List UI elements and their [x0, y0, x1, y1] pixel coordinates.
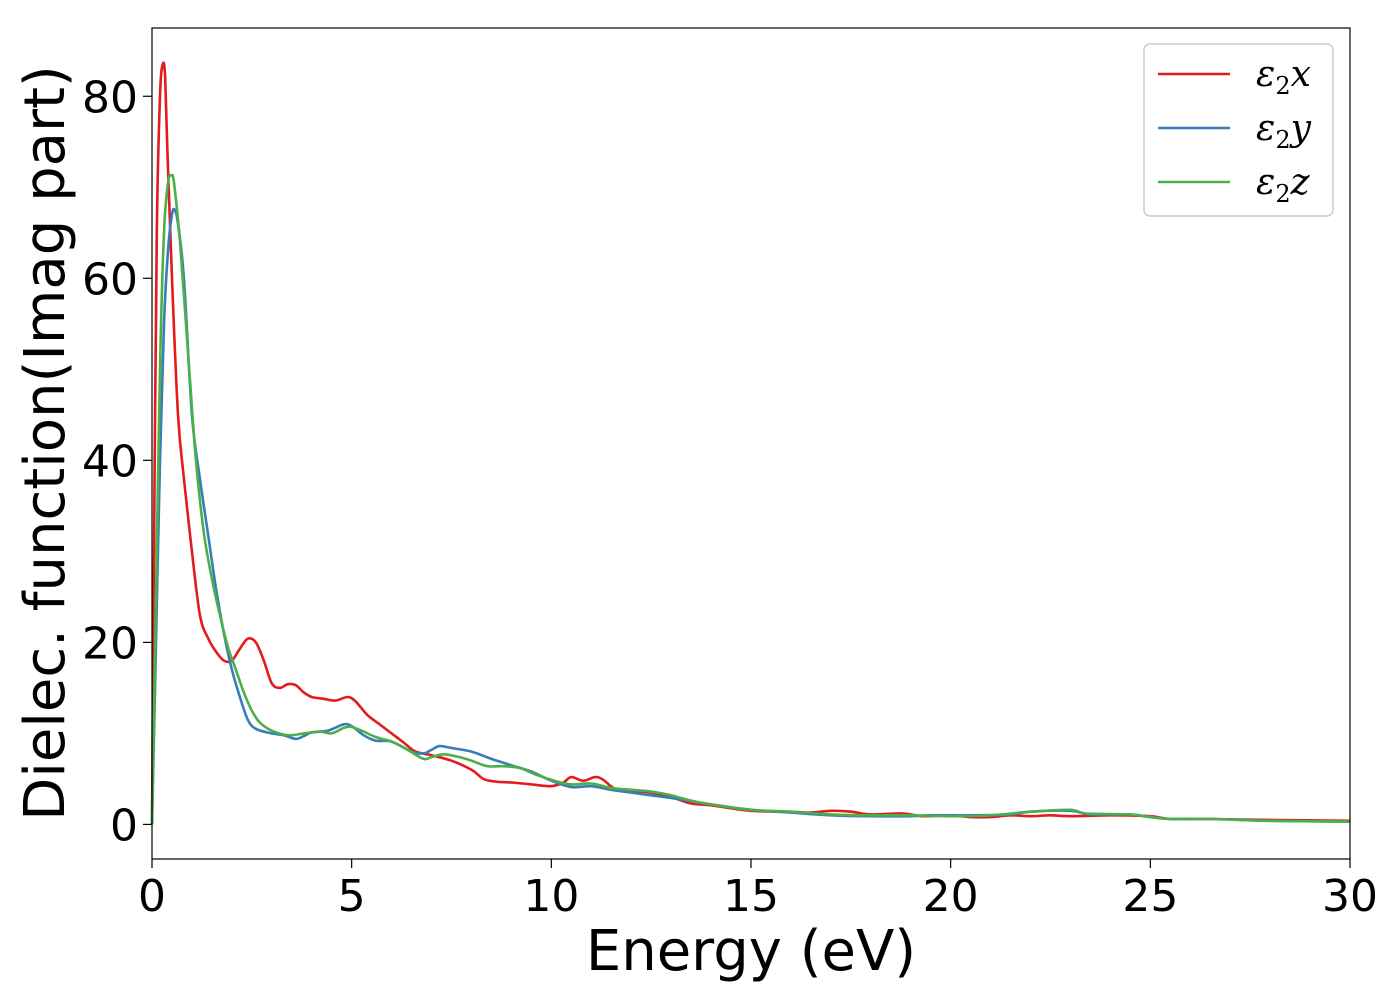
y-axis-label: Dielec. function(Imag part) — [13, 65, 78, 821]
x-tick-label: 15 — [723, 871, 779, 922]
legend: ε2x ε2y ε2z — [1143, 43, 1334, 217]
legend-label-x: ε2x — [1256, 54, 1311, 100]
legend-box — [1143, 43, 1334, 217]
x-ticks: 0 5 10 15 20 25 30 — [138, 859, 1378, 922]
x-tick-label: 0 — [138, 871, 166, 922]
y-ticks: 0 20 40 60 80 — [82, 72, 152, 851]
x-tick-label: 10 — [523, 871, 579, 922]
legend-label-y: ε2y — [1256, 108, 1312, 154]
x-tick-label: 25 — [1122, 871, 1178, 922]
x-tick-label: 20 — [923, 871, 979, 922]
x-axis-label: Energy (eV) — [586, 919, 916, 984]
y-tick-label: 80 — [82, 72, 138, 123]
x-tick-label: 30 — [1322, 871, 1378, 922]
y-tick-label: 0 — [110, 800, 138, 851]
x-tick-label: 5 — [338, 871, 366, 922]
y-tick-label: 20 — [82, 618, 138, 669]
legend-label-z: ε2z — [1256, 162, 1311, 208]
y-tick-label: 60 — [82, 254, 138, 305]
series-line-z — [150, 173, 1351, 825]
series-layer — [150, 61, 1351, 825]
y-tick-label: 40 — [82, 436, 138, 487]
